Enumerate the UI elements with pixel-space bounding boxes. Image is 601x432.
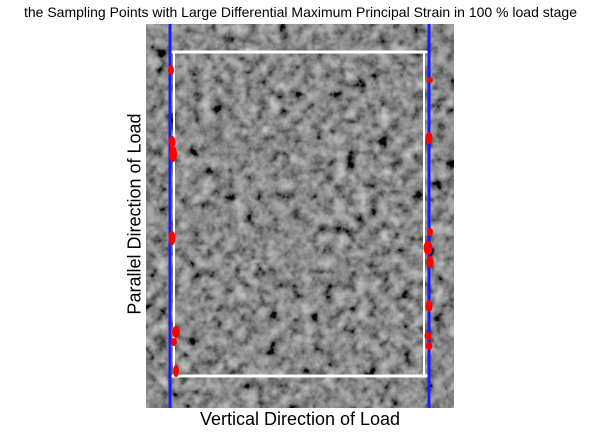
figure-title: the Sampling Points with Large Different…: [23, 4, 578, 20]
x-axis-label: Vertical Direction of Load: [199, 409, 401, 429]
sampling-point: [171, 338, 177, 346]
sampling-point: [425, 300, 433, 312]
speckle-pattern: [146, 24, 454, 408]
sampling-point: [427, 77, 433, 83]
specimen-svg: [146, 24, 454, 408]
sampling-points: [168, 65, 434, 377]
sampling-point: [168, 65, 174, 75]
sampling-point: [172, 326, 180, 338]
sampling-point: [425, 342, 433, 350]
sampling-point: [425, 132, 433, 144]
sampling-point: [173, 365, 179, 377]
sampling-point: [168, 231, 176, 245]
sampling-point: [426, 256, 434, 268]
sampling-point: [424, 332, 432, 340]
measurement-frame: [170, 50, 429, 378]
y-axis-label: Parallel Direction of Load: [124, 113, 145, 315]
sampling-point: [427, 228, 433, 236]
sampling-point: [423, 241, 433, 255]
sampling-point: [169, 146, 177, 162]
specimen-image: [146, 24, 454, 408]
sampling-point: [168, 136, 176, 148]
